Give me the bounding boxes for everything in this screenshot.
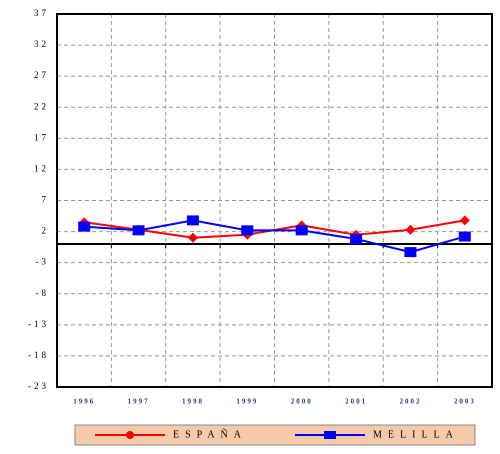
y-tick-label: 32: [34, 39, 49, 49]
marker: [186, 215, 199, 226]
x-tick-label: 1996: [73, 398, 95, 406]
series-line: [84, 219, 466, 254]
legend-label: ESPAÑA: [173, 428, 247, 440]
x-tick-label: 2000: [291, 398, 313, 406]
y-tick-label: 12: [34, 163, 49, 173]
legend-label: MELILLA: [373, 429, 459, 440]
legend-marker: [324, 431, 336, 439]
marker: [187, 232, 198, 243]
y-tick-label: 7: [42, 195, 50, 205]
plot-border: [56, 13, 493, 388]
y-tick-label: 2: [42, 226, 50, 236]
x-tick-label: 1999: [236, 398, 258, 406]
y-tick-label: -18: [28, 350, 49, 360]
y-tick-label: -8: [36, 288, 50, 298]
y-tick-label: -23: [28, 381, 49, 391]
x-tick-label: 1998: [182, 398, 204, 406]
y-tick-label: 37: [34, 8, 49, 18]
x-tick-label: 2001: [345, 398, 367, 406]
marker: [295, 225, 308, 236]
marker: [350, 234, 363, 245]
marker: [405, 224, 416, 235]
legend-box: [74, 424, 476, 446]
marker: [78, 221, 91, 232]
marker: [241, 225, 254, 236]
x-tick-label: 1997: [128, 398, 150, 406]
y-tick-label: 27: [34, 70, 49, 80]
y-tick-label: 17: [34, 132, 49, 142]
marker: [132, 225, 145, 236]
y-tick-label: 22: [34, 101, 49, 111]
y-tick-label: -3: [36, 257, 50, 267]
y-tick-label: -13: [28, 319, 49, 329]
marker: [404, 247, 417, 258]
marker: [458, 231, 471, 242]
marker: [459, 215, 470, 226]
legend-marker: [126, 431, 134, 439]
x-tick-label: 2002: [399, 398, 421, 406]
x-tick-label: 2003: [454, 398, 476, 406]
